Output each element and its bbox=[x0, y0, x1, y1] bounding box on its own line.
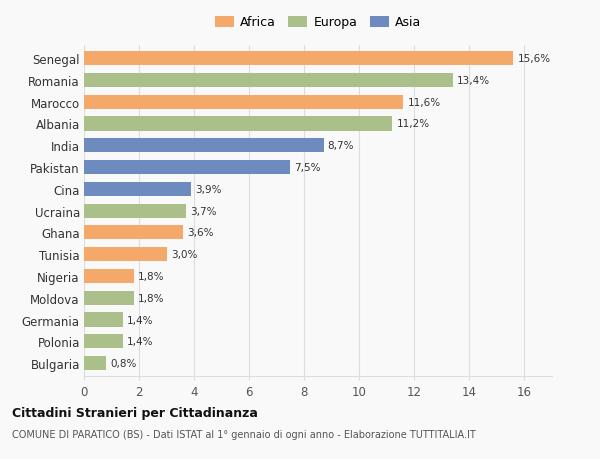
Text: 8,7%: 8,7% bbox=[328, 141, 354, 151]
Text: 11,6%: 11,6% bbox=[407, 97, 440, 107]
Text: 1,8%: 1,8% bbox=[137, 271, 164, 281]
Text: Cittadini Stranieri per Cittadinanza: Cittadini Stranieri per Cittadinanza bbox=[12, 406, 258, 419]
Bar bbox=[84, 204, 186, 218]
Text: 3,7%: 3,7% bbox=[190, 206, 217, 216]
Bar bbox=[84, 139, 323, 153]
Text: 15,6%: 15,6% bbox=[518, 54, 551, 64]
Bar bbox=[84, 335, 122, 349]
Bar bbox=[84, 356, 106, 370]
Text: 3,6%: 3,6% bbox=[187, 228, 214, 238]
Bar bbox=[84, 117, 392, 131]
Bar bbox=[84, 226, 183, 240]
Bar bbox=[84, 73, 453, 88]
Text: 1,8%: 1,8% bbox=[137, 293, 164, 303]
Text: 3,0%: 3,0% bbox=[171, 250, 197, 260]
Bar bbox=[84, 95, 403, 110]
Text: COMUNE DI PARATICO (BS) - Dati ISTAT al 1° gennaio di ogni anno - Elaborazione T: COMUNE DI PARATICO (BS) - Dati ISTAT al … bbox=[12, 429, 476, 439]
Bar bbox=[84, 313, 122, 327]
Text: 0,8%: 0,8% bbox=[110, 358, 137, 368]
Bar bbox=[84, 52, 514, 66]
Text: 1,4%: 1,4% bbox=[127, 336, 153, 347]
Bar bbox=[84, 247, 167, 262]
Bar bbox=[84, 291, 134, 305]
Text: 13,4%: 13,4% bbox=[457, 76, 490, 86]
Text: 3,9%: 3,9% bbox=[196, 185, 222, 195]
Bar bbox=[84, 182, 191, 196]
Text: 11,2%: 11,2% bbox=[397, 119, 430, 129]
Text: 1,4%: 1,4% bbox=[127, 315, 153, 325]
Bar bbox=[84, 269, 134, 284]
Legend: Africa, Europa, Asia: Africa, Europa, Asia bbox=[211, 12, 425, 33]
Text: 7,5%: 7,5% bbox=[295, 162, 321, 173]
Bar bbox=[84, 161, 290, 175]
